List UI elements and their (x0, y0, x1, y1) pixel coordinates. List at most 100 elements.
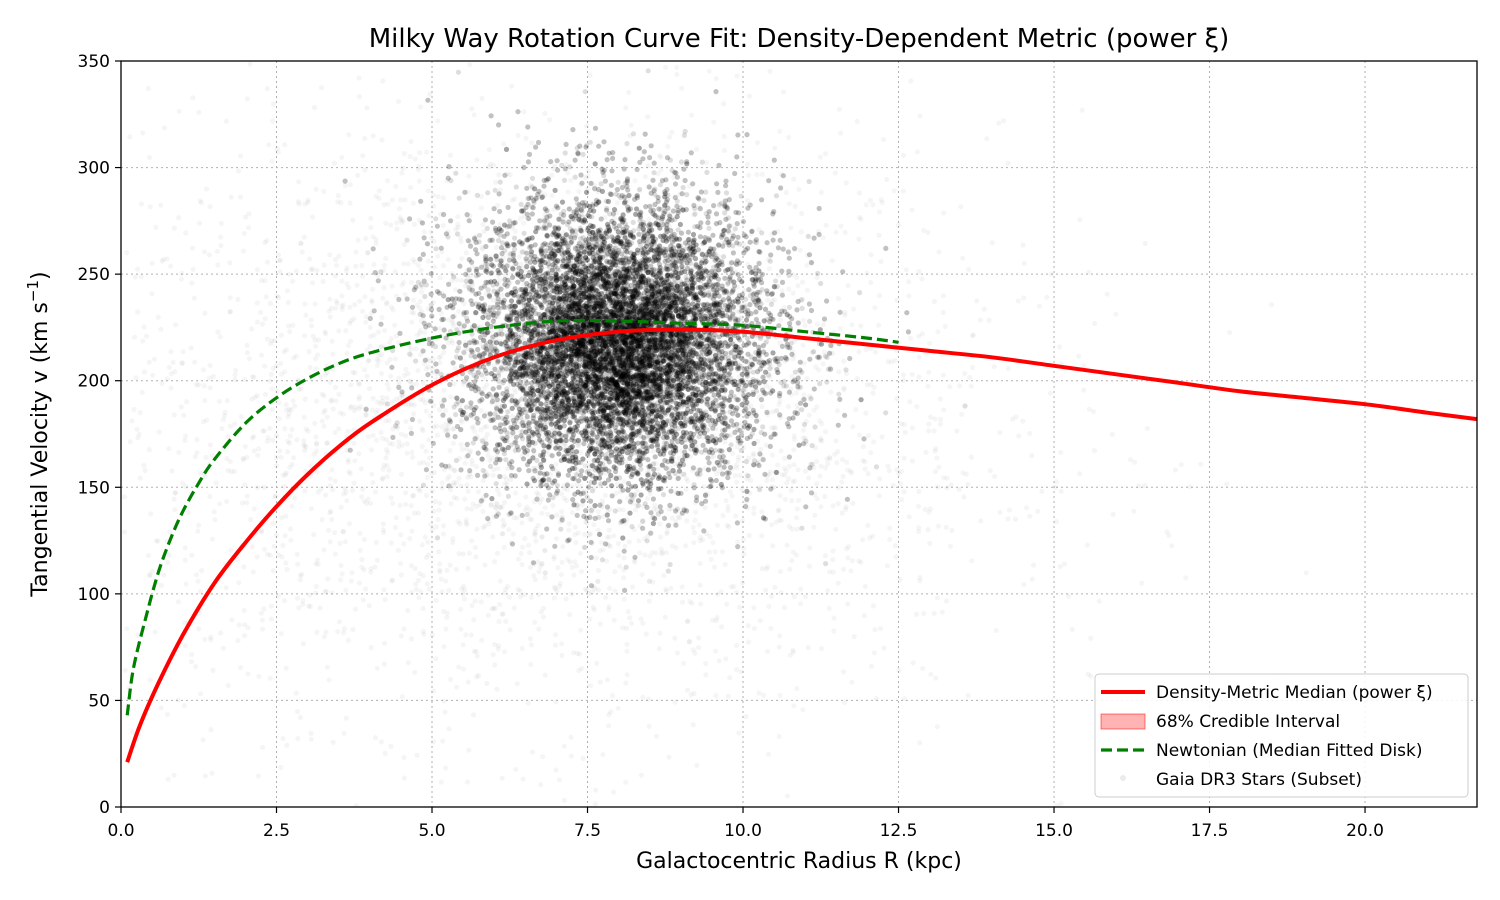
gaia-star-point (713, 618, 719, 624)
gaia-star-point (339, 306, 345, 312)
gaia-star-point (360, 153, 366, 159)
gaia-star-point (421, 631, 427, 638)
gaia-star-point (909, 425, 916, 431)
gaia-star-point (256, 446, 262, 452)
gaia-star-point (182, 557, 188, 563)
gaia-star-point (792, 478, 798, 484)
gaia-star-point (335, 199, 341, 205)
gaia-star-point (311, 532, 317, 538)
gaia-star-point (582, 462, 588, 468)
gaia-star-point (1021, 260, 1027, 267)
gaia-star-point (845, 601, 851, 607)
gaia-star-point (777, 128, 783, 134)
gaia-star-point (690, 722, 696, 728)
gaia-star-point (566, 521, 572, 527)
gaia-star-point (407, 378, 413, 384)
gaia-star-point (798, 586, 804, 592)
gaia-star-point (375, 407, 381, 413)
gaia-star-point (402, 291, 408, 298)
gaia-star-point (364, 105, 370, 111)
gaia-star-point (473, 464, 479, 470)
gaia-star-point (791, 447, 797, 453)
gaia-star-point (483, 291, 489, 297)
gaia-star-point (818, 435, 824, 441)
gaia-star-point (775, 508, 781, 514)
gaia-star-point (870, 390, 876, 396)
gaia-star-point (804, 375, 810, 382)
gaia-star-point (401, 279, 407, 286)
gaia-star-point (804, 287, 810, 293)
gaia-star-point (188, 659, 195, 665)
gaia-star-point (470, 501, 476, 507)
gaia-star-point (357, 547, 363, 554)
gaia-star-point (198, 470, 204, 476)
gaia-star-point (183, 581, 189, 587)
gaia-star-point (472, 544, 478, 551)
gaia-star-point (568, 734, 574, 740)
gaia-star-point (421, 229, 427, 235)
gaia-star-point (478, 205, 484, 211)
gaia-star-point (630, 584, 636, 590)
gaia-star-point (202, 310, 208, 316)
gaia-star-point (1109, 431, 1115, 437)
gaia-star-point (756, 226, 762, 233)
gaia-star-point (817, 473, 823, 479)
gaia-star-point (736, 730, 742, 736)
gaia-star-point (830, 503, 836, 509)
gaia-star-point (614, 200, 620, 206)
gaia-star-point (338, 562, 344, 569)
gaia-star-point (344, 498, 350, 504)
gaia-star-point (1058, 488, 1064, 494)
gaia-star-point (312, 337, 318, 343)
gaia-star-point (1172, 467, 1179, 473)
gaia-star-point (147, 677, 153, 683)
gaia-star-point (480, 508, 486, 515)
gaia-star-point (933, 675, 939, 681)
gaia-star-point (876, 209, 883, 215)
gaia-star-point (549, 172, 555, 178)
gaia-star-point (691, 530, 698, 536)
gaia-star-point (522, 536, 528, 542)
gaia-star-point (276, 416, 282, 422)
gaia-star-point (221, 413, 228, 419)
gaia-star-point (429, 526, 435, 533)
gaia-star-point (473, 291, 479, 297)
gaia-star-point (389, 578, 395, 584)
gaia-star-point (454, 684, 460, 690)
gaia-star-point (554, 512, 560, 518)
gaia-star-point (807, 545, 813, 551)
gaia-star-point (647, 553, 653, 559)
gaia-star-point (623, 105, 629, 111)
gaia-star-point (165, 776, 171, 782)
gaia-star-point (664, 310, 670, 317)
gaia-star-point (308, 736, 314, 742)
gaia-star-point (500, 141, 507, 147)
gaia-star-point (881, 645, 887, 651)
gaia-star-point (275, 252, 282, 258)
gaia-star-point (745, 261, 751, 267)
gaia-star-point (888, 359, 894, 365)
gaia-star-point (569, 456, 575, 462)
gaia-star-point (697, 560, 703, 567)
gaia-star-point (879, 200, 885, 206)
gaia-star-point (481, 385, 487, 391)
gaia-star-point (353, 249, 359, 255)
gaia-star-point (625, 609, 631, 615)
gaia-star-point (901, 489, 907, 495)
gaia-star-point (418, 289, 425, 295)
gaia-star-point (703, 672, 709, 678)
gaia-star-point (414, 752, 420, 758)
gaia-star-point (845, 544, 852, 550)
gaia-star-point (578, 569, 585, 575)
gaia-star-point (723, 656, 729, 662)
gaia-star-point (997, 430, 1003, 436)
gaia-star-point (296, 201, 302, 207)
gaia-star-point (1088, 673, 1094, 679)
gaia-star-point (321, 409, 327, 416)
gaia-star-point (320, 278, 326, 285)
gaia-star-point (1021, 581, 1027, 588)
gaia-star-point (521, 592, 528, 598)
gaia-star-point (586, 591, 592, 597)
gaia-star-point (264, 86, 270, 92)
gaia-star-point (164, 256, 170, 262)
